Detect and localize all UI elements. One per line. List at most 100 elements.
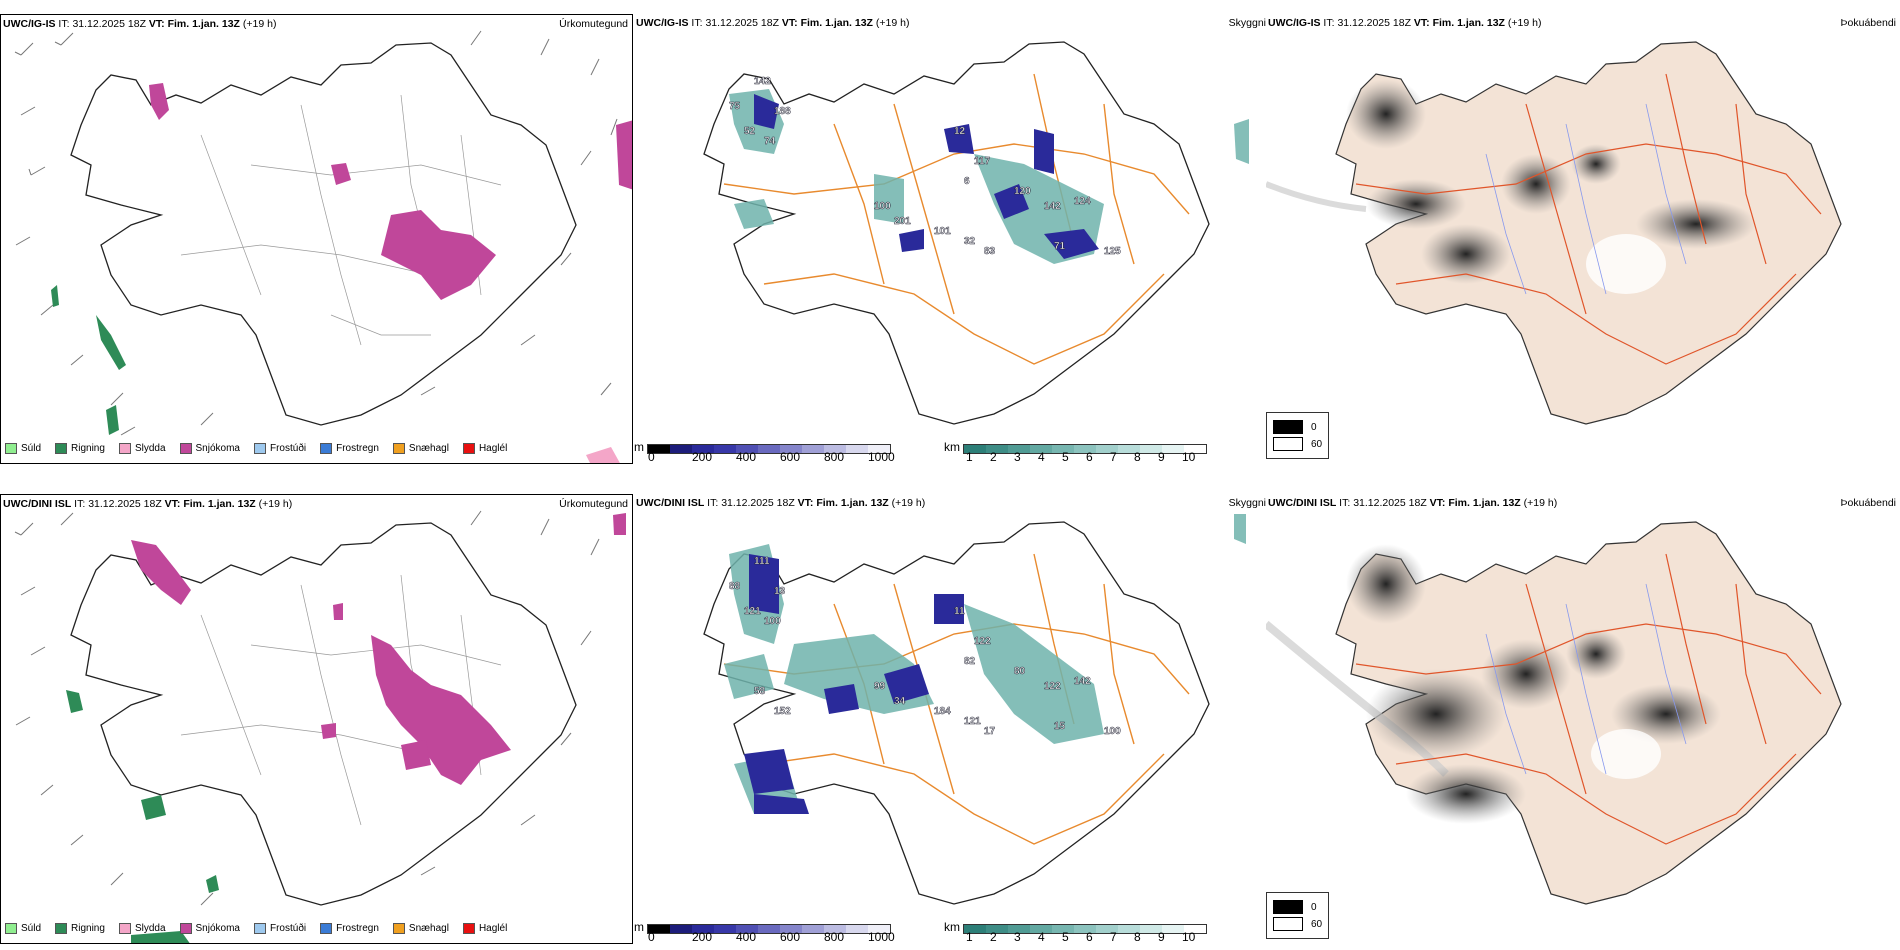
- legend-item: Slydda: [118, 923, 166, 934]
- legend-swatch: [253, 443, 266, 454]
- cloud-base-value-label: 121: [964, 716, 981, 727]
- cloud-base-value-label: 142: [1074, 676, 1091, 687]
- colorbar-cell: [1008, 445, 1030, 453]
- legend-swatch: [5, 443, 17, 454]
- panel-variable-title: Úrkomutegund: [559, 18, 628, 30]
- cloud-legend-row: 60: [1273, 437, 1322, 451]
- roads: [1355, 73, 1822, 365]
- legend-swatch: [179, 443, 192, 454]
- colorbar-cell: [824, 925, 846, 933]
- colorbar-cell: [736, 925, 758, 933]
- cloud-base-color-cells: [647, 444, 891, 454]
- cloud-cover-panel-top: UWC/IG-IS IT: 31.12.2025 18Z VT: Fim. 1.…: [1266, 14, 1900, 464]
- cloud-legend-swatch: [1273, 437, 1303, 451]
- visibility-colorbar: km 1 2 3 4 5 6 7 8 9 10: [944, 440, 1207, 464]
- panel-variable-title: Úrkomutegund: [559, 498, 628, 510]
- colorbar-tick: 1000: [868, 930, 895, 944]
- cloud-legend-row: 60: [1273, 917, 1322, 931]
- colorbar-tick: 600: [780, 930, 801, 944]
- legend-swatch: [462, 443, 475, 454]
- colorbar-tick: 3: [1014, 930, 1021, 944]
- colorbar-cell: [1096, 445, 1118, 453]
- cloud-shading: [1346, 544, 1721, 824]
- colorbar-cell: [758, 925, 780, 933]
- colorbar-cell: [692, 925, 714, 933]
- legend-item: Súld: [5, 443, 41, 454]
- cloud-cover-legend-top: 0 60: [1266, 412, 1330, 459]
- low-cloud-areas: [744, 554, 964, 814]
- cloud-cover-panel-bottom: UWC/DINI ISL IT: 31.12.2025 18Z VT: Fim.…: [1266, 494, 1900, 944]
- colorbar-cell: [846, 925, 868, 933]
- rivers: [1485, 103, 1687, 295]
- cloud-base-value-label: 117: [974, 156, 991, 167]
- iceland-map-precip-top: [14, 30, 632, 463]
- colorbar-cell: [714, 925, 736, 933]
- legend-swatch: [55, 443, 68, 454]
- cloud-base-value-label: 100: [1104, 726, 1121, 737]
- colorbar-cell: [1096, 925, 1118, 933]
- iceland-coastline: [1335, 521, 1842, 905]
- panel-variable-title: Skyggni: [1228, 497, 1266, 509]
- colorbar-cell: [1140, 445, 1162, 453]
- cloud-base-value-label: 17: [984, 726, 996, 737]
- colorbar-cell: [1030, 445, 1052, 453]
- colorbar-tick: 8: [1134, 930, 1141, 944]
- colorbar-cell: [986, 445, 1008, 453]
- colorbar-cell: [780, 925, 802, 933]
- panel-variable-title: Þokuábendi: [1840, 497, 1896, 509]
- legend-item: Slydda: [118, 443, 166, 454]
- cloud-legend-swatch: [1273, 917, 1303, 931]
- legend-swatch: [462, 923, 475, 934]
- cloud-base-panel-top: UWC/IG-IS IT: 31.12.2025 18Z VT: Fim. 1.…: [634, 14, 1266, 464]
- colorbar-cell: [780, 445, 802, 453]
- colorbar-tick: 800: [824, 930, 845, 944]
- rivers: [1485, 583, 1687, 775]
- cloud-base-value-label: 74: [764, 136, 776, 147]
- cloud-base-value-label: 125: [1104, 246, 1121, 257]
- cloud-base-value-label: 13: [774, 586, 786, 597]
- cloud-base-value-label: 58: [754, 686, 766, 697]
- legend-item: Rigning: [55, 443, 105, 454]
- colorbar-cell: [964, 925, 986, 933]
- legend-swatch: [320, 923, 333, 934]
- precip-legend: Súld Rigning Slydda Snjókoma Frostúði Fr…: [5, 923, 507, 934]
- cloud-base-value-label: 6: [964, 176, 970, 187]
- iceland-map-precip-bottom: [14, 510, 626, 943]
- cloud-base-value-label: 122: [1044, 681, 1061, 692]
- colorbar-cell: [802, 445, 824, 453]
- iceland-coastline: [70, 522, 577, 906]
- colorbar-cell: [714, 445, 736, 453]
- cloud-legend-swatch: [1273, 420, 1303, 434]
- legend-item: Snæhagl: [392, 923, 449, 934]
- legend-item: Frostúði: [253, 443, 306, 454]
- legend-item: Frostregn: [320, 923, 379, 934]
- cloud-base-value-label: 201: [894, 216, 911, 227]
- iceland-coastline: [70, 42, 577, 426]
- panel-variable-title: Þokuábendi: [1840, 17, 1896, 29]
- iceland-coastline: [1335, 41, 1842, 425]
- colorbar-tick: 200: [692, 450, 713, 464]
- legend-swatch: [392, 443, 405, 454]
- cloud-base-value-label: 75: [729, 101, 741, 112]
- colorbar-tick: 0: [648, 930, 655, 944]
- cloud-base-value-label: 101: [934, 226, 951, 237]
- visibility-color-cells: [963, 444, 1207, 454]
- colorbar-cell: [1140, 925, 1162, 933]
- cloud-base-value-label: 121: [744, 606, 761, 617]
- iceland-coastline: [703, 521, 1210, 905]
- colorbar-cell: [670, 445, 692, 453]
- colorbar-tick: 9: [1158, 450, 1165, 464]
- colorbar-tick: 2: [990, 930, 997, 944]
- legend-swatch: [5, 923, 17, 934]
- cloud-base-value-label: 34: [894, 696, 906, 707]
- cloud-base-colorbar: m 0 200 400 600 800 1000: [634, 920, 895, 944]
- colorbar-tick: 0: [648, 450, 655, 464]
- panel-variable-title: Skyggni: [1228, 17, 1266, 29]
- colorbar-cell: [648, 925, 670, 933]
- legend-swatch: [118, 923, 131, 934]
- colorbar-tick: 4: [1038, 450, 1045, 464]
- legend-swatch: [253, 923, 266, 934]
- legend-item: Rigning: [55, 923, 105, 934]
- cloud-base-value-label: 83: [984, 246, 996, 257]
- cloud-base-value-label: 120: [1014, 186, 1031, 197]
